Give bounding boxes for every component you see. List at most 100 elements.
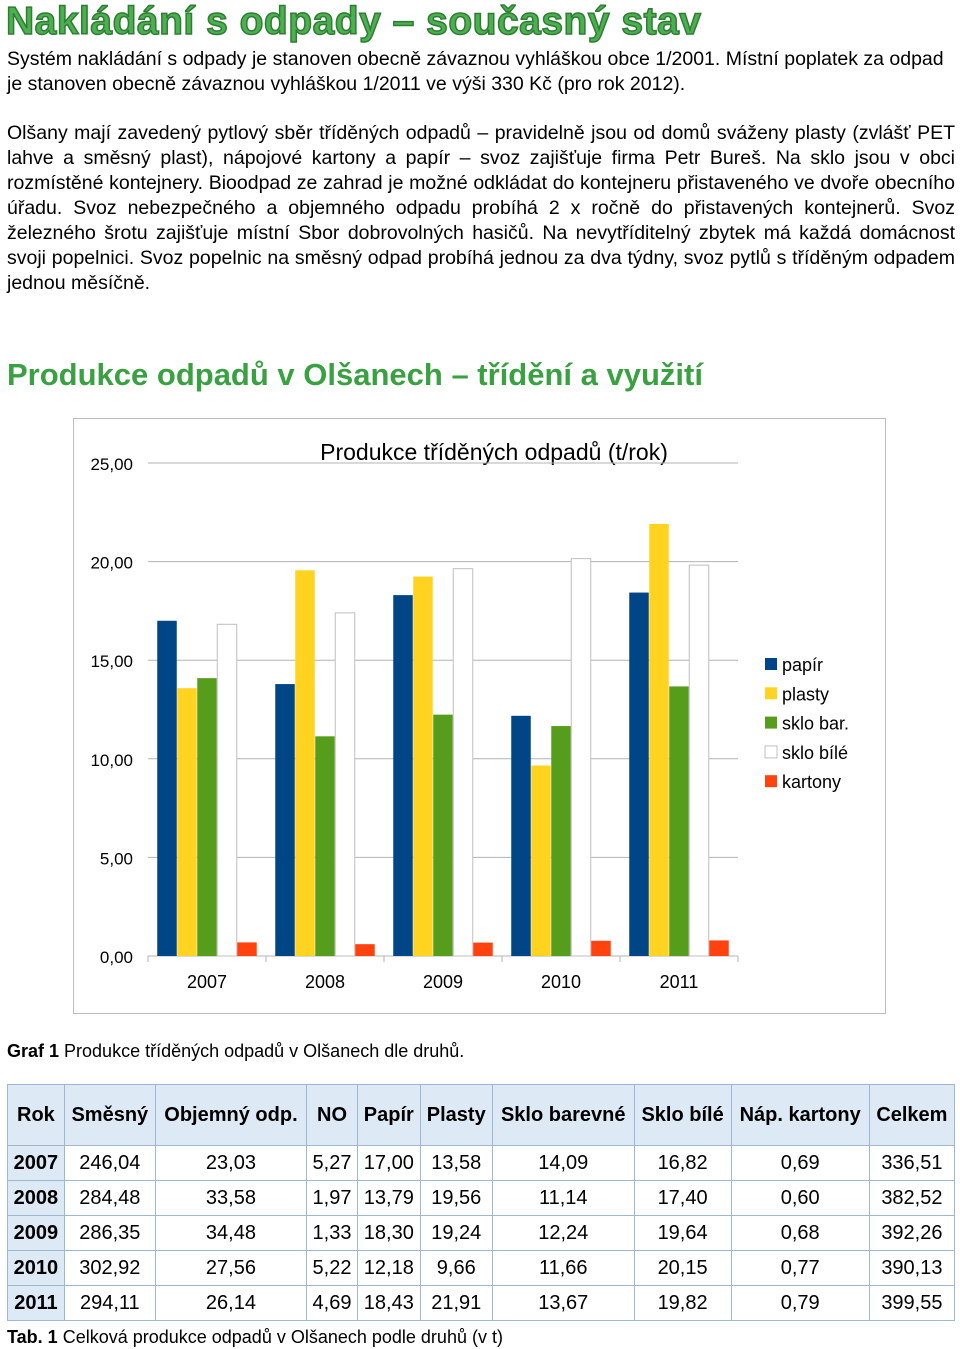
x-tick-label: 2008 — [305, 972, 345, 992]
table-cell: 302,92 — [63, 1250, 156, 1286]
table-year-cell: 2010 — [7, 1250, 65, 1286]
x-tick-label: 2007 — [187, 972, 227, 992]
table-cell: 392,26 — [868, 1215, 956, 1251]
table-header-cell: Rok — [7, 1084, 65, 1146]
bar-kartony-2011 — [709, 940, 729, 956]
table-cell: 12,24 — [491, 1215, 635, 1251]
table-cell: 11,14 — [491, 1180, 635, 1216]
bar-sklo-bar--2010 — [551, 726, 571, 956]
legend-swatch — [765, 775, 777, 788]
bar-kartony-2008 — [355, 944, 375, 956]
table-header-cell: Objemný odp. — [154, 1084, 308, 1146]
table-cell: 12,18 — [356, 1250, 421, 1286]
bar-pap-r-2009 — [393, 595, 413, 956]
bar-kartony-2010 — [591, 940, 611, 956]
table-cell: 20,15 — [633, 1250, 732, 1286]
table-cell: 294,11 — [63, 1285, 156, 1321]
bar-plasty-2007 — [177, 688, 197, 956]
table-cell: 19,24 — [419, 1215, 493, 1251]
table-cell: 18,43 — [356, 1285, 421, 1321]
table-cell: 23,03 — [154, 1145, 308, 1181]
legend-label: papír — [782, 655, 823, 675]
y-tick-label: 25,00 — [90, 455, 133, 474]
table-cell: 17,40 — [633, 1180, 732, 1216]
table-cell: 27,56 — [154, 1250, 308, 1286]
bar-plasty-2011 — [649, 523, 669, 956]
waste-chart: Produkce tříděných odpadů (t/rok) 0,00 5,0… — [73, 418, 886, 1014]
table-cell: 19,82 — [633, 1285, 732, 1321]
table-cell: 13,58 — [419, 1145, 493, 1181]
x-tick-label: 2011 — [660, 972, 699, 992]
chart-title: Produkce tříděných odpadů (t/rok) — [320, 439, 668, 465]
chart-caption-label: Graf 1 — [7, 1041, 60, 1061]
table-cell: 19,56 — [419, 1180, 493, 1216]
chart-caption: Graf 1 Produkce tříděných odpadů v Olšan… — [7, 1040, 464, 1062]
y-tick-label: 5,00 — [100, 849, 133, 868]
table-cell: 9,66 — [419, 1250, 493, 1286]
legend-swatch — [765, 687, 777, 700]
chart-caption-text: Produkce tříděných odpadů v Olšanech dle… — [59, 1041, 465, 1061]
table-header-cell: Náp. kartony — [730, 1084, 870, 1146]
table-cell: 0,68 — [730, 1215, 870, 1251]
bar-sklo-b-l--2011 — [688, 564, 710, 957]
x-tick-label: 2009 — [423, 972, 463, 992]
y-tick-label: 15,00 — [90, 652, 133, 671]
chart-svg: Produkce tříděných odpadů (t/rok) 0,00 5,0… — [90, 439, 849, 992]
bar-sklo-b-l--2007 — [216, 623, 238, 957]
table-cell: 286,35 — [63, 1215, 156, 1251]
bar-kartony-2009 — [473, 942, 493, 956]
bar-sklo-bar--2009 — [433, 714, 453, 956]
table-cell: 336,51 — [868, 1145, 956, 1181]
table-cell: 21,91 — [419, 1285, 493, 1321]
table-year-cell: 2008 — [7, 1180, 65, 1216]
table-header-row: Rok Směsný Objemný odp. NO Papír Plasty Sklo b… — [7, 1084, 956, 1146]
table-cell: 1,97 — [306, 1180, 358, 1216]
table-cell: 1,33 — [306, 1215, 358, 1251]
table-row: 2008 284,48 33,58 1,97 13,79 19,56 11,14 17,40 0… — [7, 1180, 956, 1216]
bar-kartony-2007 — [237, 942, 257, 956]
bar-sklo-bar--2008 — [315, 736, 335, 956]
legend-label: plasty — [782, 684, 829, 704]
y-tick-label: 10,00 — [90, 751, 133, 770]
table-cell: 0,77 — [730, 1250, 870, 1286]
table-cell: 390,13 — [868, 1250, 956, 1286]
table-cell: 13,67 — [491, 1285, 635, 1321]
table-cell: 0,69 — [730, 1145, 870, 1181]
bar-pap-r-2010 — [511, 715, 531, 956]
y-tick-label: 0,00 — [100, 948, 133, 967]
bar-sklo-bar--2007 — [197, 678, 217, 956]
table-header-cell: NO — [306, 1084, 358, 1146]
table-year-cell: 2007 — [7, 1145, 65, 1181]
table-header-cell: Sklo barevné — [491, 1084, 635, 1146]
legend-label: sklo bar. — [782, 714, 849, 734]
legend-swatch — [765, 716, 777, 729]
table-cell: 4,69 — [306, 1285, 358, 1321]
bar-sklo-b-l--2009 — [452, 568, 474, 957]
legend-label: sklo bílé — [782, 743, 848, 763]
waste-table: Rok Směsný Objemný odp. NO Papír Plasty Sklo b… — [7, 1084, 956, 1321]
table-cell: 19,64 — [633, 1215, 732, 1251]
table-cell: 34,48 — [154, 1215, 308, 1251]
table-cell: 33,58 — [154, 1180, 308, 1216]
table-cell: 0,60 — [730, 1180, 870, 1216]
legend-swatch — [764, 745, 778, 759]
table-cell: 14,09 — [491, 1145, 635, 1181]
x-tick-label: 2010 — [541, 972, 581, 992]
table-cell: 13,79 — [356, 1180, 421, 1216]
table-row: 2007 246,04 23,03 5,27 17,00 13,58 14,09 16,82 0… — [7, 1145, 956, 1181]
table-cell: 17,00 — [356, 1145, 421, 1181]
collection-paragraph: Olšany mají zavedený pytlový sběr tříděn… — [7, 122, 955, 294]
table-header-cell: Plasty — [419, 1084, 493, 1146]
table-cell: 399,55 — [868, 1285, 956, 1321]
legend-label: kartony — [782, 772, 841, 792]
page-heading: Nakládání s odpady – současný stav — [5, 0, 702, 44]
y-tick-label: 20,00 — [90, 554, 133, 573]
table-cell: 26,14 — [154, 1285, 308, 1321]
table-caption-text: Celková produkce odpadů v Olšanech podle… — [57, 1327, 503, 1347]
table-header-cell: Směsný — [63, 1084, 156, 1146]
table-header-cell: Papír — [356, 1084, 421, 1146]
bar-sklo-b-l--2010 — [570, 558, 592, 957]
table-caption: Tab. 1 Celková produkce odpadů v Olšanec… — [7, 1326, 503, 1348]
table-cell: 16,82 — [633, 1145, 732, 1181]
table-row: 2009 286,35 34,48 1,33 18,30 19,24 12,24 19,64 0… — [7, 1215, 956, 1251]
